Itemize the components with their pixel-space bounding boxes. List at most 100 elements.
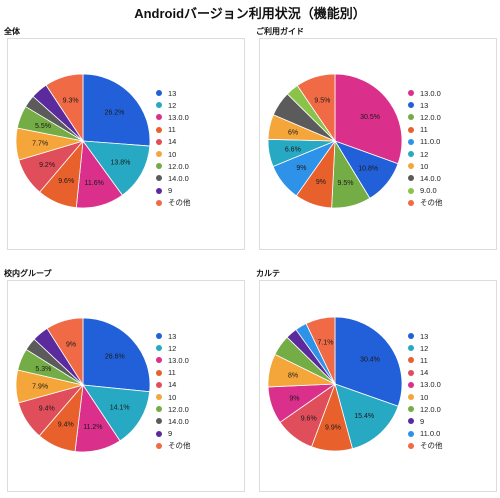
pie-slice-other bbox=[46, 317, 84, 387]
legend-label: 13.0.0 bbox=[168, 355, 189, 365]
pie-slice-other bbox=[296, 73, 336, 143]
legend-label: 11 bbox=[168, 368, 176, 378]
legend-item: 14.0.0 bbox=[156, 415, 191, 427]
pie-chart: 26.2% 13.8% 11.6% 9.6% 9.2% 7.7% 5.5% 9.3% bbox=[15, 73, 151, 209]
legend-label: 10 bbox=[420, 161, 429, 171]
chart-legend: 13 12 13.0.0 11 14 10 12.0.0 14.0.0 9 その他 bbox=[156, 330, 191, 452]
legend-item: その他 bbox=[408, 197, 443, 209]
pie-chart: 26.6% 14.1% 11.2% 9.4% 9.4% 7.9% 5.3% 9% bbox=[15, 317, 151, 453]
data-label: 10.8% bbox=[358, 166, 378, 173]
legend-label: 10 bbox=[168, 392, 177, 402]
chart-panel-karte: カルテ 30.4% 15.4% 9.9% 9.6% 9% 8% 7.1% 13 12 11 14 1… bbox=[252, 268, 500, 498]
legend-swatch bbox=[156, 163, 162, 170]
legend-item: 13.0.0 bbox=[408, 379, 443, 391]
data-label: 5.5% bbox=[35, 123, 51, 130]
legend-swatch bbox=[408, 418, 414, 425]
chart-legend: 13.0.0 13 12.0.0 11 11.0.0 12 10 14.0.0 9.0.0 その他 bbox=[408, 87, 443, 209]
legend-item: 13.0.0 bbox=[156, 354, 191, 366]
legend-item: 9.0.0 bbox=[408, 185, 443, 197]
data-label: 5.3% bbox=[35, 366, 51, 373]
legend-label: 10 bbox=[420, 392, 429, 402]
legend-item: 12.0.0 bbox=[156, 403, 191, 415]
pie-slice-13 bbox=[82, 317, 151, 393]
legend-label: 11.0.0 bbox=[420, 429, 441, 439]
legend-item: 11 bbox=[156, 124, 191, 136]
legend-swatch bbox=[156, 138, 162, 145]
legend-item: 14 bbox=[156, 136, 191, 148]
legend-item: その他 bbox=[156, 440, 191, 452]
legend-item: 11.0.0 bbox=[408, 136, 443, 148]
pie-slice-12 bbox=[82, 384, 151, 442]
legend-swatch bbox=[156, 199, 162, 206]
legend-label: 12.0.0 bbox=[420, 112, 441, 122]
chart-panel-guide: ご利用ガイド 30.5% 10.8% 9.5% 9% 9% 6.6% 6% 9.5% 13.0… bbox=[252, 26, 500, 256]
legend-label: 11.0.0 bbox=[420, 137, 441, 147]
legend-swatch bbox=[156, 102, 162, 109]
legend-swatch bbox=[156, 394, 162, 401]
legend-item: 12 bbox=[408, 148, 443, 160]
legend-label: 12 bbox=[420, 343, 429, 353]
legend-item: 12.0.0 bbox=[408, 403, 443, 415]
data-label: 7.7% bbox=[32, 141, 48, 148]
data-label: 9% bbox=[296, 165, 306, 172]
legend-label: 14 bbox=[168, 380, 177, 390]
data-label: 6% bbox=[288, 129, 298, 136]
legend-swatch bbox=[156, 381, 162, 388]
chart-card: 30.5% 10.8% 9.5% 9% 9% 6.6% 6% 9.5% 13.0.0 13 12.… bbox=[259, 38, 497, 250]
data-label: 9.9% bbox=[325, 424, 341, 431]
legend-swatch bbox=[408, 102, 414, 109]
legend-swatch bbox=[408, 163, 414, 170]
legend-label: 14.0.0 bbox=[168, 173, 189, 183]
legend-swatch bbox=[408, 394, 414, 401]
legend-item: 9 bbox=[156, 428, 191, 440]
legend-swatch bbox=[408, 381, 414, 388]
data-label: 26.2% bbox=[105, 109, 125, 116]
legend-item: 11.0.0 bbox=[408, 428, 443, 440]
chart-title: カルテ bbox=[256, 269, 280, 278]
legend-item: 12.0.0 bbox=[408, 111, 443, 123]
legend-swatch bbox=[156, 357, 162, 364]
legend-swatch bbox=[156, 175, 162, 182]
legend-item: 11 bbox=[156, 367, 191, 379]
legend-label: 9 bbox=[420, 416, 425, 426]
legend-swatch bbox=[156, 114, 162, 121]
legend-item: 9 bbox=[156, 185, 191, 197]
chart-legend: 13 12 13.0.0 11 14 10 12.0.0 14.0.0 9 その他 bbox=[156, 87, 191, 209]
data-label: 9.4% bbox=[58, 422, 74, 429]
legend-label: 12.0.0 bbox=[168, 404, 189, 414]
legend-item: その他 bbox=[408, 440, 443, 452]
chart-title: 校内グループ bbox=[4, 269, 52, 278]
legend-item: 14 bbox=[408, 367, 443, 379]
legend-swatch bbox=[156, 442, 162, 449]
pie-slice-13-0-0 bbox=[334, 73, 403, 165]
legend-label: 9.0.0 bbox=[420, 186, 437, 196]
legend-item: 12 bbox=[408, 342, 443, 354]
legend-swatch bbox=[156, 406, 162, 413]
legend-swatch bbox=[156, 126, 162, 133]
pie-slice-other bbox=[45, 73, 84, 143]
legend-label: 14 bbox=[420, 368, 429, 378]
pie-slice-12 bbox=[334, 383, 399, 450]
legend-swatch bbox=[156, 90, 162, 97]
legend-label: 14.0.0 bbox=[168, 416, 189, 426]
page-title: Androidバージョン利用状況（機能別） bbox=[134, 6, 366, 21]
legend-label: 13 bbox=[168, 331, 177, 341]
data-label: 6.6% bbox=[285, 146, 301, 153]
chart-legend: 13 12 11 14 13.0.0 10 12.0.0 9 11.0.0 その他 bbox=[408, 330, 443, 452]
legend-swatch bbox=[408, 430, 414, 437]
legend-item: 13 bbox=[408, 99, 443, 111]
pie-chart: 30.5% 10.8% 9.5% 9% 9% 6.6% 6% 9.5% bbox=[267, 73, 403, 209]
legend-swatch bbox=[408, 442, 414, 449]
legend-label: その他 bbox=[168, 441, 191, 451]
legend-item: 11 bbox=[408, 354, 443, 366]
pie-slice-12 bbox=[82, 140, 151, 196]
legend-swatch bbox=[408, 357, 414, 364]
legend-label: 11 bbox=[168, 125, 176, 135]
legend-item: 10 bbox=[408, 391, 443, 403]
legend-swatch bbox=[156, 187, 162, 194]
legend-label: 10 bbox=[168, 149, 177, 159]
legend-label: 13.0.0 bbox=[168, 112, 189, 122]
legend-label: 11 bbox=[420, 355, 428, 365]
data-label: 7.1% bbox=[318, 340, 334, 347]
legend-item: 10 bbox=[156, 148, 191, 160]
